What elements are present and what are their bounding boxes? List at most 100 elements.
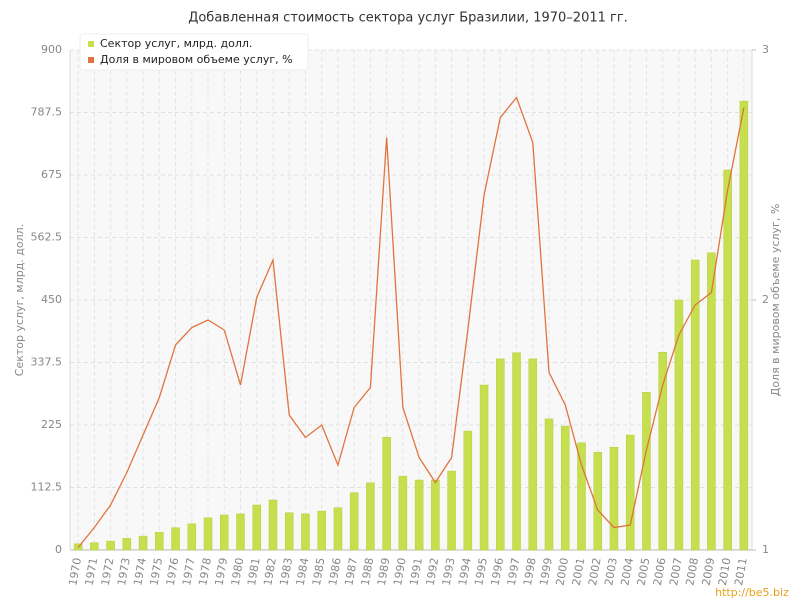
x-tick-label: 2010	[716, 557, 734, 587]
bar	[203, 517, 213, 551]
bar	[220, 514, 229, 551]
x-tick-label: 1984	[294, 557, 312, 587]
bar	[301, 513, 310, 551]
legend-marker	[88, 41, 94, 47]
y-tick-label: 675	[41, 168, 62, 181]
y2-axis-label: Доля в мировом объеме услуг, %	[769, 204, 782, 397]
bar	[593, 451, 602, 551]
bar	[496, 358, 505, 551]
x-tick-label: 2006	[651, 557, 669, 587]
bar	[106, 540, 115, 551]
legend-label: Сектор услуг, млрд. долл.	[100, 37, 252, 50]
y-tick-label: 787.5	[31, 106, 63, 119]
x-tick-label: 2003	[602, 557, 620, 587]
y-tick-label: 0	[55, 543, 62, 556]
bar	[349, 492, 359, 551]
x-tick-label: 1973	[115, 557, 133, 587]
bar	[187, 523, 197, 551]
bar	[138, 535, 148, 551]
x-tick-label: 1970	[66, 557, 84, 587]
chart-title: Добавленная стоимость сектора услуг Браз…	[188, 11, 628, 26]
bar	[431, 479, 440, 551]
bar	[642, 391, 651, 551]
x-tick-label: 1986	[326, 557, 344, 587]
x-tick-label: 2005	[635, 557, 653, 587]
x-tick-label: 1990	[391, 557, 409, 587]
bar	[544, 418, 554, 551]
y-axis-label: Сектор услуг, млрд. долл.	[13, 224, 26, 376]
bar	[739, 100, 749, 551]
y2-tick-label: 3	[762, 43, 769, 56]
x-tick-label: 2002	[586, 557, 604, 587]
bar	[382, 436, 391, 551]
x-tick-label: 1980	[229, 557, 247, 587]
x-tick-label: 1979	[213, 557, 231, 587]
x-tick-label: 1989	[375, 557, 393, 587]
bar	[122, 538, 132, 551]
bar	[317, 510, 326, 551]
bar	[723, 169, 732, 551]
bar	[155, 531, 164, 551]
bar	[561, 425, 570, 551]
x-tick-label: 1995	[472, 557, 490, 587]
line	[77, 96, 745, 548]
bar	[674, 299, 684, 551]
x-tick-label: 1993	[440, 557, 458, 587]
x-tick-label: 1992	[424, 557, 442, 587]
legend-marker	[88, 57, 94, 63]
bar	[252, 504, 261, 551]
bar	[366, 482, 375, 551]
x-tick-label: 1975	[148, 557, 166, 587]
x-tick-label: 1981	[245, 557, 263, 587]
x-tick-label: 1997	[505, 557, 523, 587]
bar	[398, 475, 408, 551]
x-tick-label: 2000	[554, 557, 572, 587]
x-tick-label: 1996	[489, 557, 507, 587]
bar	[479, 384, 489, 551]
x-tick-label: 1972	[99, 557, 117, 587]
y-tick-label: 562.5	[31, 231, 63, 244]
x-tick-label: 1988	[359, 557, 377, 587]
y-tick-label: 112.5	[31, 481, 63, 494]
y-tick-label: 450	[41, 293, 62, 306]
x-tick-label: 1978	[196, 557, 214, 587]
bar	[171, 527, 180, 551]
x-tick-label: 1974	[131, 557, 149, 587]
x-tick-label: 1982	[261, 557, 279, 587]
x-tick-label: 1998	[521, 557, 539, 587]
x-tick-label: 1999	[537, 557, 555, 587]
bar	[528, 358, 538, 551]
x-tick-label: 1985	[310, 557, 328, 587]
x-tick-label: 2001	[570, 557, 588, 587]
x-tick-label: 2011	[732, 557, 750, 587]
bar	[609, 446, 619, 551]
y-tick-label: 337.5	[31, 356, 63, 369]
y2-tick-label: 2	[762, 293, 769, 306]
x-tick-label: 1994	[456, 557, 474, 587]
legend: Сектор услуг, млрд. долл. Доля в мировом …	[79, 33, 309, 71]
y2-tick-label: 1	[762, 543, 769, 556]
bar	[690, 259, 700, 551]
x-tick-label: 2009	[700, 557, 718, 587]
bar	[284, 512, 294, 551]
bar	[90, 542, 99, 551]
bar	[447, 470, 456, 551]
bar	[414, 479, 424, 551]
x-tick-label: 1987	[342, 557, 360, 587]
y-tick-label: 225	[41, 418, 62, 431]
y-tick-label: 900	[41, 43, 62, 56]
x-tick-label: 2008	[683, 557, 701, 587]
x-tick-label: 1991	[407, 557, 425, 587]
bar	[333, 507, 343, 551]
watermark: http://be5.biz	[715, 586, 789, 599]
x-tick-label: 1977	[180, 557, 198, 587]
x-tick-label: 2004	[618, 557, 636, 587]
x-tick-label: 1983	[277, 557, 295, 587]
bar	[512, 352, 521, 551]
bar	[268, 499, 278, 551]
bar	[658, 351, 667, 551]
bar	[463, 430, 473, 551]
bar	[577, 442, 586, 551]
x-tick-label: 2007	[667, 557, 685, 587]
